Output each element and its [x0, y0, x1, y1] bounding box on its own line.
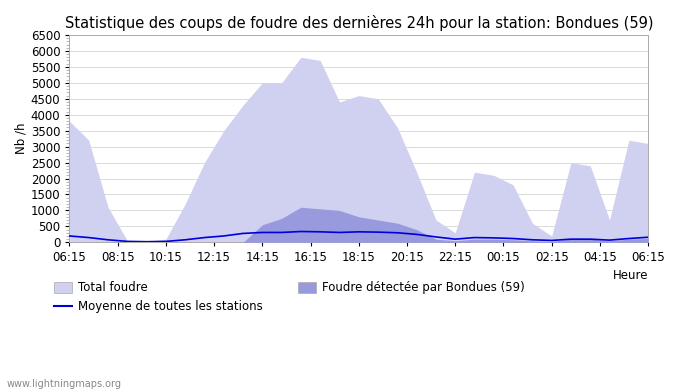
Text: www.lightningmaps.org: www.lightningmaps.org	[7, 379, 122, 389]
Title: Statistique des coups de foudre des dernières 24h pour la station: Bondues (59): Statistique des coups de foudre des dern…	[65, 15, 653, 31]
Text: Heure: Heure	[613, 269, 648, 282]
Y-axis label: Nb /h: Nb /h	[15, 123, 28, 154]
Legend: Total foudre, Moyenne de toutes les stations, Foudre détectée par Bondues (59): Total foudre, Moyenne de toutes les stat…	[54, 282, 524, 313]
